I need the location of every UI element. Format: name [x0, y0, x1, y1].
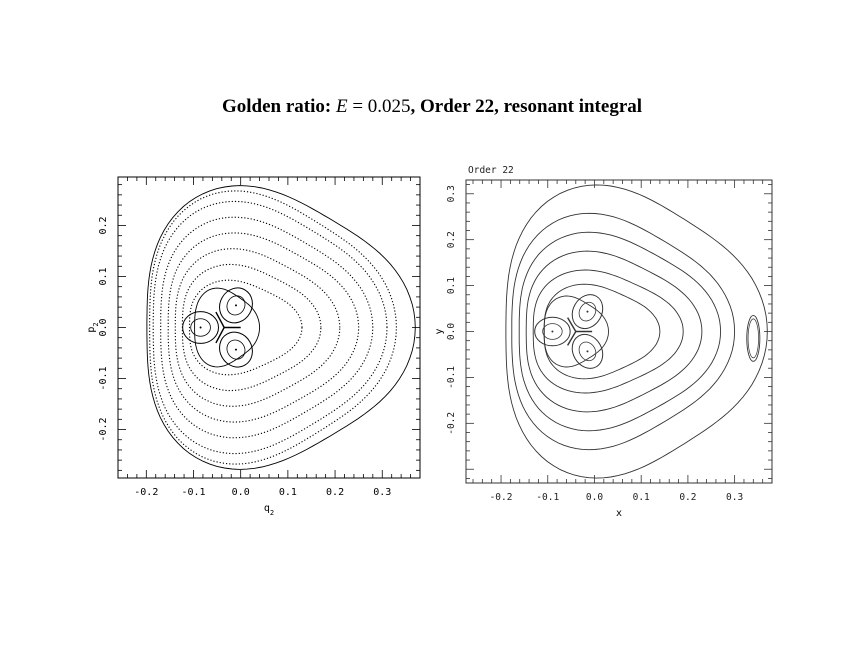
x-tick-label: 0.1	[633, 492, 650, 503]
x-tick-label: 0.2	[326, 487, 344, 498]
level-curve	[543, 283, 661, 380]
level-curve	[167, 232, 360, 423]
title-suffix: , Order 22, resonant integral	[410, 96, 643, 117]
resonance-orbit	[578, 341, 597, 362]
x-tick-label: 0.0	[232, 487, 250, 498]
level-curve	[532, 269, 684, 394]
x-tick-label: 0.2	[679, 492, 696, 503]
y-tick-label: 0.0	[446, 323, 457, 340]
x-tick-label: 0.1	[279, 487, 297, 498]
resonance-orbit	[542, 323, 563, 340]
level-curve	[181, 263, 322, 392]
panel-title: Order 22	[468, 165, 514, 176]
level-curve	[525, 250, 703, 413]
separatrix-line	[215, 327, 225, 344]
x-tick-label: 0.3	[726, 492, 743, 503]
level-curve	[146, 185, 416, 470]
y-tick-label: 0.2	[98, 216, 109, 234]
level-curve	[152, 200, 388, 455]
y-tick-label: -0.1	[446, 366, 457, 389]
x-tick-label: -0.2	[490, 492, 513, 503]
separatrix-lobe	[571, 294, 604, 330]
level-curve	[518, 231, 722, 432]
resonance-orbit	[226, 339, 246, 360]
level-curve	[160, 216, 374, 439]
title-math-value: = 0.025	[347, 96, 411, 117]
resonance-orbit	[190, 318, 211, 337]
y-tick-label: 0.3	[446, 185, 457, 202]
x-tick-label: -0.1	[536, 492, 559, 503]
x-axis-label: q2	[264, 503, 274, 517]
x-tick-label: 0.3	[373, 487, 391, 498]
y-tick-label: -0.1	[98, 366, 109, 390]
island-inner-curve	[747, 318, 759, 359]
island-curve	[746, 314, 761, 362]
fixed-point	[586, 350, 589, 353]
separatrix-lobe	[219, 331, 253, 368]
level-curve	[188, 279, 303, 376]
separatrix-lobe	[182, 311, 220, 344]
separatrix-line	[567, 331, 577, 346]
y-tick-label: 0.1	[446, 277, 457, 294]
x-axis-label: x	[616, 508, 622, 519]
resonance-orbit	[578, 301, 597, 322]
x-tick-label: -0.2	[134, 487, 158, 498]
y-tick-label: 0.0	[98, 318, 109, 336]
y-tick-label: -0.2	[446, 412, 457, 435]
resonance-orbit	[226, 295, 246, 316]
fixed-point	[234, 304, 237, 307]
level-curve	[194, 287, 261, 368]
y-axis-label-subscript: 2	[92, 322, 100, 326]
plot-frame	[117, 176, 421, 479]
y-tick-label: 0.1	[98, 267, 109, 285]
x-tick-label: 0.0	[586, 492, 603, 503]
level-curve	[149, 190, 397, 465]
level-curve	[174, 248, 341, 407]
plot-area	[505, 184, 768, 479]
separatrix-line	[215, 311, 225, 328]
fixed-point	[199, 326, 202, 329]
separatrix-lobe	[571, 333, 604, 369]
level-curve	[511, 212, 736, 451]
fixed-point	[551, 330, 554, 333]
y-tick-label: 0.2	[446, 231, 457, 248]
separatrix-lobe	[219, 287, 253, 324]
left-chart-panel: -0.2 -0.1 0.0 0.1 0.2 0.3 -0.2 -0.1 0.0 0.1 0.2 q2 p…	[86, 176, 421, 517]
y-axis-label: y	[434, 328, 445, 334]
title-prefix: Golden ratio:	[221, 96, 332, 117]
fixed-point	[234, 348, 237, 351]
separatrix-lobe	[534, 316, 571, 347]
x-axis-label-subscript: 2	[270, 509, 274, 517]
page-title: Golden ratio: E = 0.025, Order 22, reson…	[0, 96, 864, 118]
y-axis-label: p2	[86, 322, 100, 332]
fixed-point	[586, 310, 589, 313]
y-tick-label: -0.2	[98, 417, 109, 441]
title-math-var: E	[335, 96, 348, 117]
level-curve	[505, 184, 768, 479]
right-chart-panel: -0.2 -0.1 0.0 0.1 0.2 0.3 -0.2 -0.1 0.0 0.1 0.2 0.3…	[434, 165, 773, 519]
plot-area	[146, 185, 416, 470]
separatrix-line	[567, 317, 577, 332]
x-tick-label: -0.1	[181, 487, 205, 498]
level-curve	[543, 295, 609, 368]
